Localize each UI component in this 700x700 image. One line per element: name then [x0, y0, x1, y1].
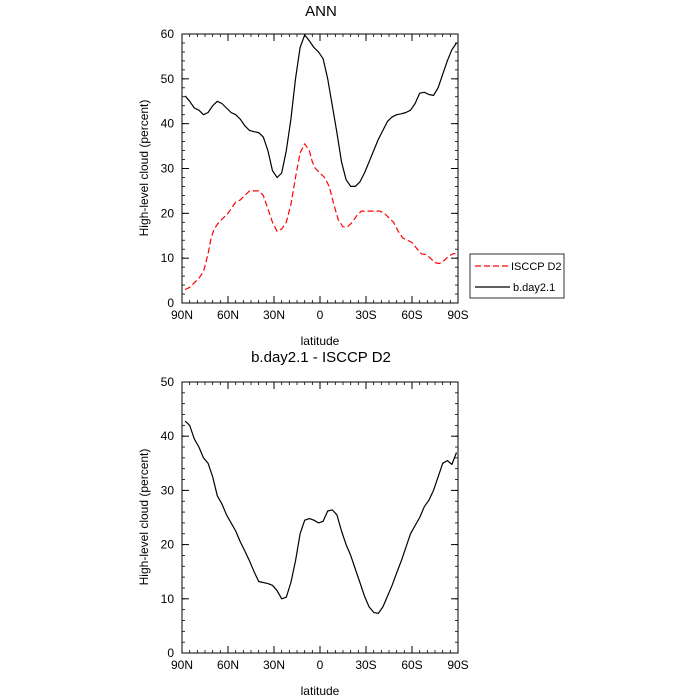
chart-title: ANN — [305, 3, 337, 20]
x-tick-label: 30S — [355, 658, 376, 672]
x-tick-label: 60N — [217, 658, 239, 672]
y-tick-label: 0 — [167, 646, 174, 660]
x-tick-label: 60S — [401, 658, 422, 672]
y-tick-labels: 0 10 20 30 40 50 60 — [161, 27, 175, 310]
y-tick-label: 20 — [161, 206, 175, 220]
x-tick-label: 90N — [171, 658, 193, 672]
x-tick-label: 0 — [317, 658, 324, 672]
plot-frame — [181, 33, 459, 304]
y-tick-label: 30 — [161, 483, 175, 497]
y-axis-label: High-level cloud (percent) — [137, 100, 151, 237]
series-line-difference — [184, 420, 458, 615]
series-layer — [184, 34, 457, 291]
legend-box — [469, 253, 565, 299]
x-tick-label: 90N — [171, 308, 193, 322]
chart-ann: ANN 90N 60N 30N 0 30S 60S 90S 0 10 20 30 40 50 60 la… — [137, 3, 565, 348]
ticks — [181, 381, 459, 654]
y-tick-label: 60 — [161, 27, 175, 41]
y-tick-labels: 0 10 20 30 40 50 — [161, 375, 175, 660]
y-tick-label: 20 — [161, 538, 175, 552]
y-tick-label: 0 — [167, 296, 174, 310]
chart-difference: b.day2.1 - ISCCP D2 90N 60N 30N 0 30S 60S 90S … — [137, 349, 469, 698]
legend: ISCCP D2 b.day2.1 — [469, 253, 565, 299]
legend-label-isccp: ISCCP D2 — [511, 261, 562, 273]
y-axis-label: High-level cloud (percent) — [137, 449, 151, 586]
x-tick-label: 30N — [263, 658, 285, 672]
series-line-b-day2-1 — [184, 34, 457, 187]
y-tick-label: 10 — [161, 251, 175, 265]
x-tick-label: 0 — [317, 308, 324, 322]
y-tick-label: 30 — [161, 162, 175, 176]
x-tick-labels: 90N 60N 30N 0 30S 60S 90S — [171, 308, 469, 322]
y-tick-label: 40 — [161, 117, 175, 131]
x-tick-label: 90S — [447, 308, 468, 322]
y-tick-label: 10 — [161, 592, 175, 606]
chart-title: b.day2.1 - ISCCP D2 — [251, 349, 391, 366]
x-tick-label: 60N — [217, 308, 239, 322]
x-tick-label: 30S — [355, 308, 376, 322]
x-axis-label: latitude — [301, 684, 340, 698]
series-line-isccp-d2 — [184, 143, 457, 291]
legend-label-bday: b.day2.1 — [513, 282, 555, 294]
plot-frame — [181, 381, 459, 654]
x-axis-label: latitude — [301, 334, 340, 348]
series-layer — [184, 420, 458, 615]
ticks — [181, 33, 459, 304]
x-tick-label: 30N — [263, 308, 285, 322]
x-tick-label: 60S — [401, 308, 422, 322]
y-tick-label: 40 — [161, 429, 175, 443]
x-tick-labels: 90N 60N 30N 0 30S 60S 90S — [171, 658, 469, 672]
y-tick-label: 50 — [161, 72, 175, 86]
y-tick-label: 50 — [161, 375, 175, 389]
x-tick-label: 90S — [447, 658, 468, 672]
